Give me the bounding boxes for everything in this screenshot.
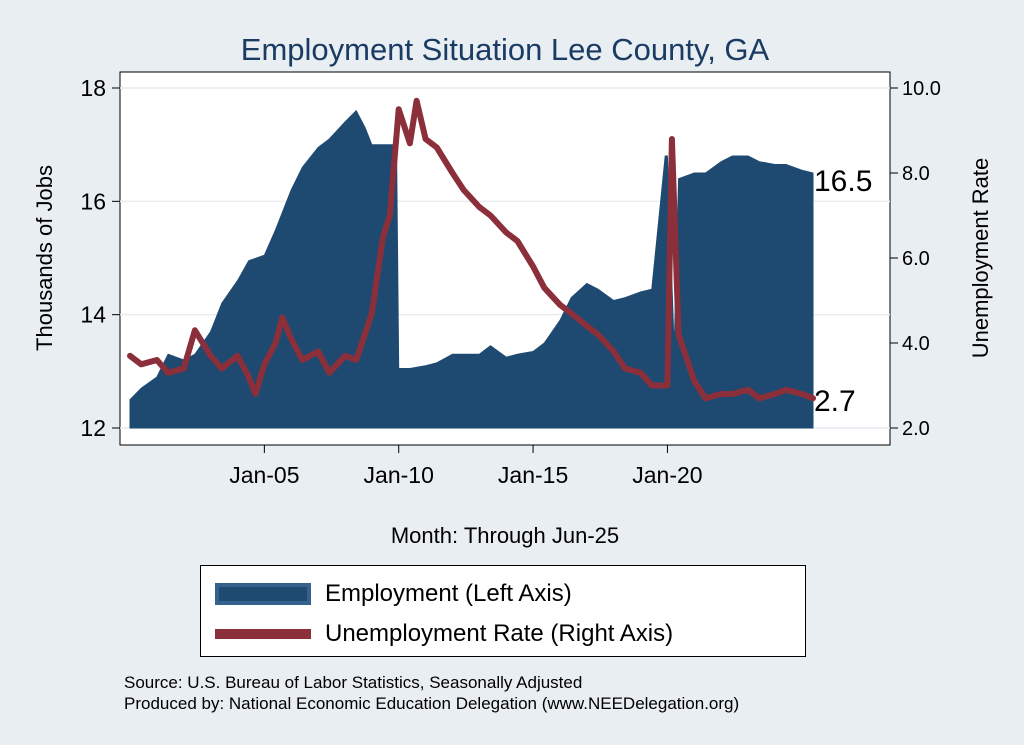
unemployment-line-layer bbox=[127, 97, 816, 402]
chart-title: Employment Situation Lee County, GA bbox=[241, 32, 770, 67]
y-right-tick-label-4: 10.0 bbox=[902, 78, 941, 100]
legend-swatch-employment bbox=[215, 583, 311, 605]
legend: Employment (Left Axis) Unemployment Rate… bbox=[200, 565, 806, 657]
x-tick-label-0: Jan-05 bbox=[229, 462, 299, 488]
axes: 12 14 16 18 2.0 4.0 6.0 8.0 10.0 Jan-05 Jan-10 Jan-… bbox=[80, 75, 941, 488]
y-left-tick-label-3: 18 bbox=[80, 75, 106, 101]
y-right-axis-label: Unemployment Rate bbox=[968, 158, 993, 359]
legend-item-unemployment: Unemployment Rate (Right Axis) bbox=[201, 614, 673, 654]
employment-area-layer bbox=[129, 109, 814, 429]
legend-swatch-unemployment bbox=[215, 629, 311, 639]
y-left-tick-label-0: 12 bbox=[80, 415, 106, 441]
y-left-tick-label-2: 16 bbox=[80, 188, 106, 214]
legend-label-unemployment: Unemployment Rate (Right Axis) bbox=[325, 620, 674, 647]
source-note: Source: U.S. Bureau of Labor Statistics,… bbox=[124, 673, 583, 692]
legend-label-employment: Employment (Left Axis) bbox=[325, 580, 572, 607]
footer: Source: U.S. Bureau of Labor Statistics,… bbox=[124, 672, 739, 714]
producer-note: Produced by: National Economic Education… bbox=[124, 694, 740, 713]
legend-item-employment: Employment (Left Axis) bbox=[201, 574, 572, 614]
y-right-tick-label-2: 6.0 bbox=[902, 248, 930, 270]
chart: Employment Situation Lee County, GA 12 14… bbox=[32, 32, 993, 548]
x-tick-label-2: Jan-15 bbox=[498, 462, 568, 488]
x-tick-label-3: Jan-20 bbox=[632, 462, 702, 488]
y-left-axis-label: Thousands of Jobs bbox=[32, 165, 57, 351]
y-right-tick-label-3: 8.0 bbox=[902, 163, 930, 185]
y-right-tick-label-0: 2.0 bbox=[902, 418, 930, 440]
y-right-tick-label-1: 4.0 bbox=[902, 333, 930, 355]
x-axis-label: Month: Through Jun-25 bbox=[391, 523, 619, 548]
unemployment-end-label: 2.7 bbox=[814, 385, 856, 418]
x-tick-label-1: Jan-10 bbox=[364, 462, 434, 488]
employment-end-label: 16.5 bbox=[814, 165, 872, 198]
y-left-tick-label-1: 14 bbox=[80, 302, 106, 328]
